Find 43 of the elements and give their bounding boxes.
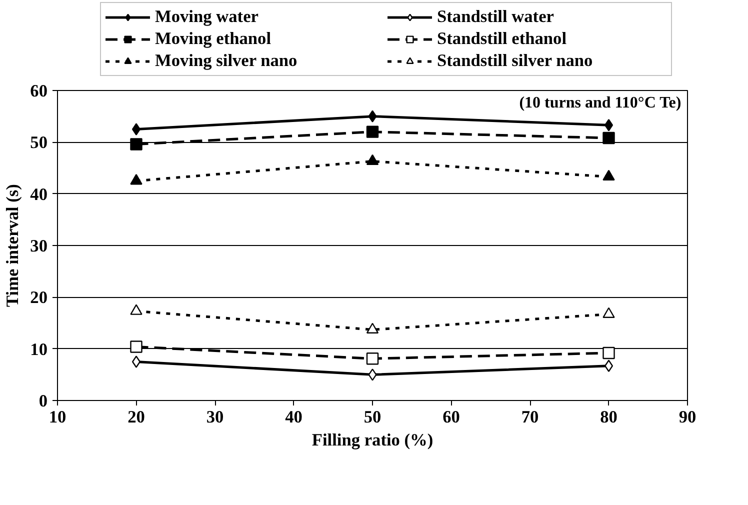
y-tick-label: 0	[38, 392, 48, 410]
point	[604, 119, 614, 132]
legend-label: Standstill ethanol	[437, 29, 568, 49]
point	[602, 346, 615, 360]
point	[366, 126, 379, 138]
x-tick-label: 20	[128, 408, 145, 426]
point	[602, 132, 615, 144]
point	[132, 123, 141, 136]
y-tick-label: 40	[30, 184, 48, 204]
y-axis-title: Time interval (s)	[3, 184, 22, 307]
legend-label: Standstill water	[437, 7, 555, 27]
point	[604, 360, 614, 372]
point	[132, 356, 141, 368]
legend-label: Standstill silver nano	[437, 51, 594, 71]
x-axis-title: Filling ratio (%)	[312, 430, 434, 450]
legend-label: Moving ethanol	[155, 29, 272, 49]
y-tick-label: 10	[30, 340, 48, 359]
point	[130, 304, 142, 315]
point	[602, 170, 615, 181]
annotation: (10 turns and 110°C Te)	[519, 94, 682, 112]
y-tick-label: 50	[30, 133, 48, 152]
x-tick-label: 70	[521, 408, 539, 426]
point	[368, 368, 377, 381]
legend-label: Moving silver nano	[155, 51, 298, 71]
point	[368, 110, 377, 122]
point	[130, 174, 142, 185]
y-tick-label: 20	[30, 288, 48, 308]
x-tick-label: 30	[206, 408, 224, 426]
x-tick-label: 10	[48, 408, 66, 426]
point	[602, 307, 615, 318]
point	[130, 138, 142, 150]
point	[366, 322, 379, 334]
x-tick-label: 50	[364, 408, 382, 426]
point	[130, 340, 142, 353]
x-tick-label: 80	[600, 408, 618, 426]
y-tick-label: 60	[30, 82, 48, 100]
point	[366, 352, 379, 365]
point	[366, 154, 379, 166]
x-tick-label: 60	[442, 408, 460, 426]
x-tick-label: 90	[678, 408, 696, 426]
y-tick-label: 30	[30, 236, 48, 256]
x-tick-label: 40	[285, 408, 302, 426]
legend-label: Moving water	[155, 7, 260, 27]
